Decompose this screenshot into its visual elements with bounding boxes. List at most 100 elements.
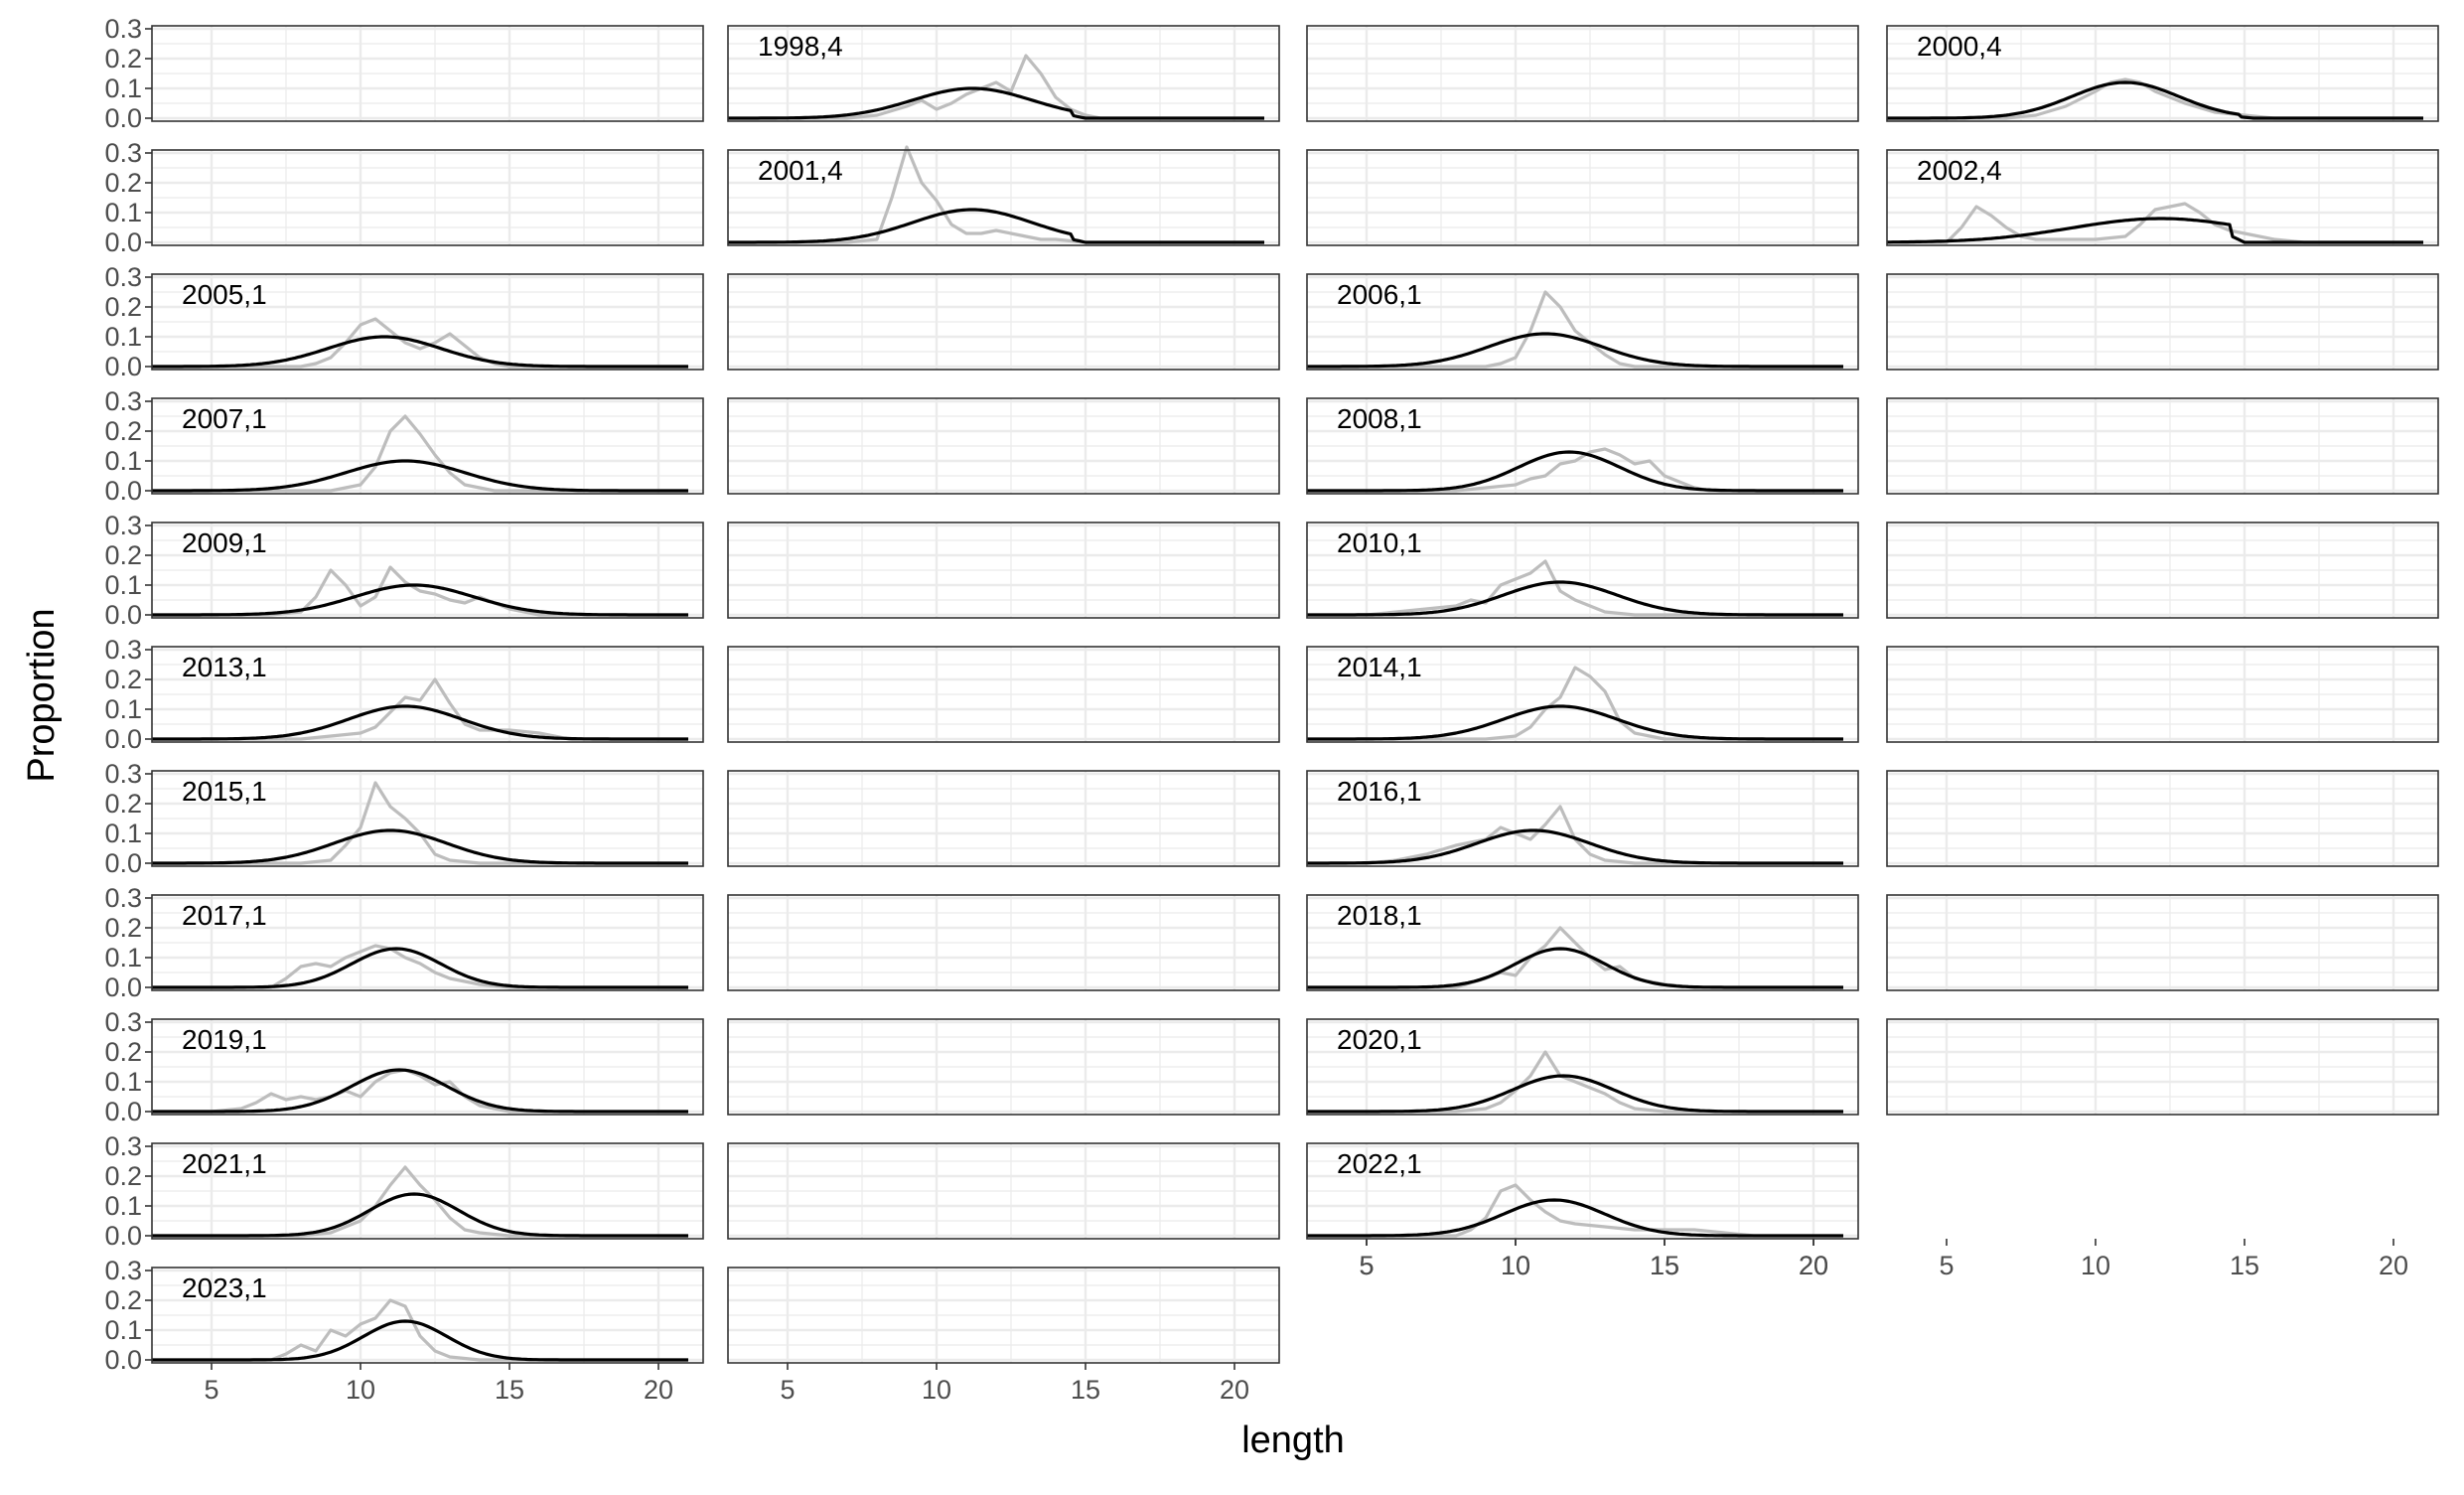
x-tick-label: 15 [2230,1251,2259,1280]
y-tick-label: 0.2 [104,1037,142,1067]
observed-series-line [152,677,688,741]
y-tick-label: 0.2 [104,416,142,446]
facet-panel-8: 2005,1 0.00.10.20.3 [104,262,704,381]
facet-label: 2020,1 [1337,1024,1422,1055]
facet-label: 2018,1 [1337,900,1422,931]
panel-border [727,522,1280,619]
facet-panel-12: 2007,1 0.00.10.20.3 [104,386,704,506]
panel-border [151,646,704,743]
facet-label: 2002,4 [1917,155,2002,186]
facet-panel-13 [727,397,1280,495]
observed-series-line [152,1298,688,1362]
x-tick-label: 20 [2379,1251,2408,1280]
y-tick-label: 0.3 [104,635,142,665]
facet-panel-30: 2018,1 [1306,894,1859,991]
facet-label: 2008,1 [1337,403,1422,434]
panel-border [1886,1018,2439,1116]
expected-series-line [1307,704,1843,741]
panel-border [151,522,704,619]
y-tick-label: 0.2 [104,1161,142,1191]
expected-series-line [152,459,688,493]
expected-series-line [1307,1198,1843,1238]
y-tick-label: 0.0 [104,600,142,630]
facet-panel-37 [727,1142,1280,1240]
panel-border [1886,894,2439,991]
panel-border [1306,522,1859,619]
panel-border [1306,25,1859,122]
facet-panel-1: 1998,4 [727,25,1280,122]
y-tick-label: 0.3 [104,511,142,540]
y-tick-label: 0.2 [104,1285,142,1315]
facet-panel-28: 2017,1 0.00.10.20.3 [104,883,704,1002]
facet-panel-17 [727,522,1280,619]
panel-border [727,894,1280,991]
panel-border [727,273,1280,371]
expected-series-line [152,828,688,865]
facet-label: 2016,1 [1337,776,1422,807]
facet-panel-21 [727,646,1280,743]
y-tick-label: 0.1 [104,694,142,724]
panel-border [727,25,1280,122]
y-tick-label: 0.3 [104,138,142,168]
observed-series-line [1307,447,1843,493]
facet-panel-18: 2010,1 [1306,522,1859,619]
panel-border [1886,25,2439,122]
expected-series-line [1887,217,2423,244]
y-tick-label: 0.1 [104,570,142,600]
facet-label: 2009,1 [182,527,267,558]
facet-label: 2005,1 [182,279,267,310]
facet-panel-7: 2002,4 [1886,149,2439,246]
facet-panel-31 [1886,894,2439,991]
panel-border [151,770,704,867]
x-tick-label: 15 [1071,1375,1100,1405]
y-tick-label: 0.0 [104,1345,142,1375]
facet-panel-14: 2008,1 [1306,397,1859,495]
facet-label: 2001,4 [758,155,843,186]
y-tick-label: 0.2 [104,789,142,819]
panel-border [1886,273,2439,371]
panel-border [1306,770,1859,867]
y-tick-label: 0.1 [104,819,142,848]
expected-series-line [152,583,688,617]
facet-label: 2021,1 [182,1148,267,1179]
observed-series-line [152,781,688,865]
facet-label: 2010,1 [1337,527,1422,558]
facet-panel-9 [727,273,1280,371]
x-tick-label: 20 [1220,1375,1249,1405]
x-tick-label: 15 [495,1375,524,1405]
panel-border [1306,646,1859,743]
panel-border [727,770,1280,867]
panel-border [151,1142,704,1240]
panel-border [1306,1142,1859,1240]
y-tick-label: 0.0 [104,227,142,257]
panel-border [151,25,704,122]
x-tick-label: 10 [346,1375,375,1405]
y-tick-label: 0.2 [104,168,142,198]
y-tick-label: 0.1 [104,322,142,352]
x-tick-label: 5 [1359,1251,1374,1280]
x-tick-label: 15 [1650,1251,1679,1280]
y-tick-label: 0.1 [104,1315,142,1345]
y-tick-label: 0.0 [104,476,142,506]
facet-panel-22: 2014,1 [1306,646,1859,743]
y-tick-label: 0.2 [104,665,142,694]
expected-series-line [728,208,1264,244]
y-tick-label: 0.0 [104,103,142,133]
facet-label: 2017,1 [182,900,267,931]
facet-panel-29 [727,894,1280,991]
panel-border [151,894,704,991]
expected-series-line [152,335,688,369]
panel-border [151,273,704,371]
facet-panel-36: 2021,1 0.00.10.20.3 [104,1131,704,1251]
facet-panel-4: 0.00.10.20.3 [104,138,704,257]
x-tick-label: 20 [644,1375,673,1405]
observed-series-line [728,54,1264,120]
y-tick-label: 0.0 [104,352,142,381]
panel-border [151,1018,704,1116]
facet-panel-15 [1886,397,2439,495]
y-tick-label: 0.3 [104,1131,142,1161]
facet-label: 2014,1 [1337,652,1422,682]
panel-border [727,1142,1280,1240]
